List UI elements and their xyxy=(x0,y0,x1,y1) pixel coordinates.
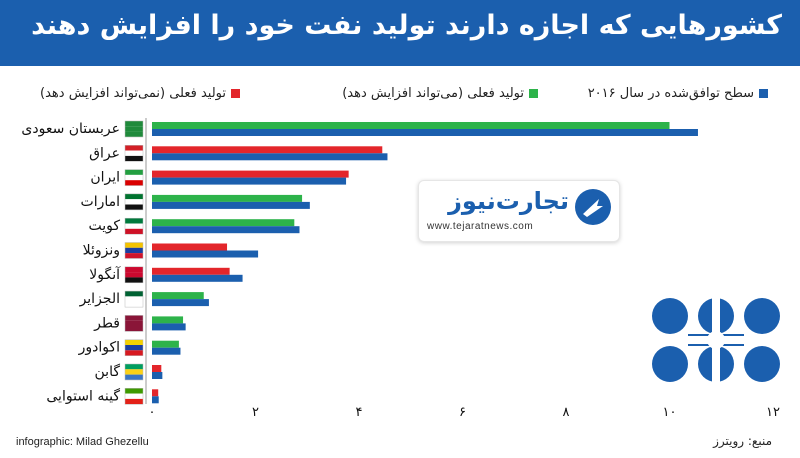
country-flag-icon xyxy=(124,217,144,235)
category-label: گابن xyxy=(95,363,121,380)
bar-agreed-level xyxy=(152,226,300,234)
bar-current-production xyxy=(152,389,159,397)
bar-current-production xyxy=(152,194,303,202)
legend-swatch-green xyxy=(529,89,538,98)
bar-current-production xyxy=(152,170,349,178)
bar-agreed-level xyxy=(152,153,388,161)
x-tick-label: ۱۰ xyxy=(663,405,677,420)
category-label: گینه استوایی xyxy=(46,387,120,404)
bar-agreed-level xyxy=(152,274,243,282)
country-flag-icon xyxy=(124,363,144,381)
category-label: ونزوئلا xyxy=(83,243,120,259)
chart-title: کشورهایی که اجازه دارند تولید نفت خود را… xyxy=(31,10,782,41)
country-flag-icon xyxy=(124,290,144,308)
x-tick-label: ۱۲ xyxy=(766,405,780,420)
source-text: منبع: رویترز xyxy=(713,434,772,448)
header-banner: کشورهایی که اجازه دارند تولید نفت خود را… xyxy=(0,0,800,66)
tejaratnews-url: www.tejaratnews.com xyxy=(427,221,534,232)
bar-agreed-level xyxy=(152,396,159,404)
country-flag-icon xyxy=(124,388,144,405)
x-tick-label: ۸ xyxy=(563,405,570,420)
bar-current-production xyxy=(152,292,204,300)
legend-item-agreed: سطح توافق‌شده در سال ۲۰۱۶ xyxy=(588,86,768,101)
bar-agreed-level xyxy=(152,250,259,258)
country-flag-icon xyxy=(124,339,144,356)
category-label: ایران xyxy=(90,170,120,186)
category-label: عراق xyxy=(89,145,120,161)
bar-current-production xyxy=(152,146,383,154)
bar-current-production xyxy=(152,316,184,324)
country-flag-icon xyxy=(124,120,144,138)
opec-logo-icon xyxy=(650,292,782,392)
category-label: آنگولا xyxy=(89,266,121,283)
country-flag-icon xyxy=(124,145,144,162)
legend-item-can-increase: تولید فعلی (می‌تواند افزایش دهد) xyxy=(342,86,538,101)
x-tick-label: ۶ xyxy=(459,405,466,420)
legend-swatch-red xyxy=(231,89,240,98)
category-label: قطر xyxy=(93,315,120,331)
credit-text: infographic: Milad Ghezellu xyxy=(16,436,149,448)
category-label: کویت xyxy=(88,218,120,234)
legend-item-cannot-increase: تولید فعلی (نمی‌تواند افزایش دهد) xyxy=(40,86,240,101)
legend: سطح توافق‌شده در سال ۲۰۱۶ تولید فعلی (می… xyxy=(0,86,800,104)
bar-agreed-level xyxy=(152,129,698,136)
country-flag-icon xyxy=(124,242,144,259)
bar-agreed-level xyxy=(152,299,209,307)
x-tick-label: ۴ xyxy=(356,405,363,420)
tejaratnews-watermark: تجارت‌نیوز www.tejaratnews.com xyxy=(418,180,620,242)
country-flag-icon xyxy=(124,266,144,284)
bar-current-production xyxy=(152,243,228,251)
category-label: اکوادور xyxy=(78,340,120,356)
bar-agreed-level xyxy=(152,372,163,379)
bar-agreed-level xyxy=(152,201,310,209)
bar-agreed-level xyxy=(152,347,181,355)
x-tick-label: ۰ xyxy=(149,405,156,420)
tejaratnews-name: تجارت‌نیوز xyxy=(448,187,569,215)
x-tick-label: ۲ xyxy=(252,405,259,420)
bar-agreed-level xyxy=(152,177,347,185)
legend-swatch-blue xyxy=(759,89,768,98)
bar-current-production xyxy=(152,219,295,227)
bar-current-production xyxy=(152,340,179,348)
category-label: الجزایر xyxy=(79,291,120,307)
tejaratnews-emblem-icon xyxy=(573,187,613,231)
country-flag-icon xyxy=(124,315,144,332)
category-label: امارات xyxy=(81,194,120,210)
bar-current-production xyxy=(152,365,162,372)
bar-current-production xyxy=(152,267,230,275)
country-flag-icon xyxy=(124,193,144,211)
bar-current-production xyxy=(152,122,670,129)
category-label: عربستان سعودی xyxy=(21,121,120,137)
bar-agreed-level xyxy=(152,323,186,331)
country-flag-icon xyxy=(124,169,144,186)
